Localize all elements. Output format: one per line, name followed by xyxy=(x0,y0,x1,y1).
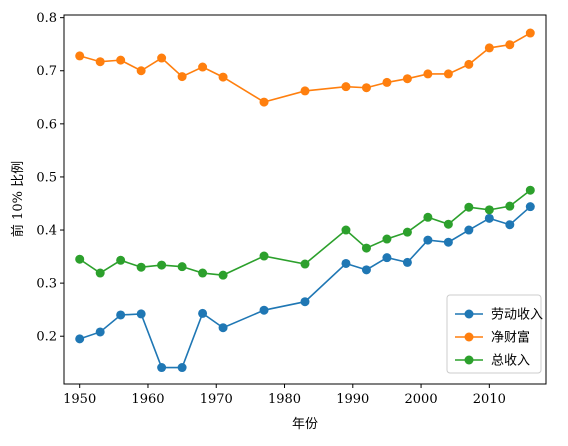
data-point xyxy=(300,297,310,307)
x-axis: 1950 1960 1970 1980 1990 2000 2010 xyxy=(63,384,506,407)
x-tick-label: 2010 xyxy=(473,392,506,407)
data-point xyxy=(218,323,228,333)
y-tick-label: 0.2 xyxy=(36,330,57,345)
x-tick-label: 1980 xyxy=(268,392,301,407)
data-point xyxy=(505,40,515,50)
x-tick-label: 1960 xyxy=(131,392,164,407)
data-point xyxy=(505,220,515,230)
data-point xyxy=(423,235,433,245)
data-point xyxy=(259,251,269,261)
data-point xyxy=(198,268,208,278)
data-point xyxy=(75,51,85,61)
legend-item: 劳动收入 xyxy=(455,307,543,323)
data-point xyxy=(464,225,474,235)
data-point xyxy=(484,205,494,215)
data-point xyxy=(157,260,167,270)
y-tick-label: 0.6 xyxy=(36,117,57,132)
data-point xyxy=(136,262,146,272)
data-point xyxy=(300,86,310,96)
data-point xyxy=(382,77,392,87)
legend-label: 劳动收入 xyxy=(491,307,543,323)
data-point xyxy=(361,265,371,275)
series-layer xyxy=(75,28,535,373)
data-point xyxy=(361,83,371,93)
data-point xyxy=(464,59,474,69)
data-point xyxy=(177,72,187,82)
legend-swatch-marker xyxy=(464,332,474,342)
data-point xyxy=(484,43,494,53)
y-tick-label: 0.5 xyxy=(36,170,57,185)
series-0 xyxy=(75,202,535,373)
data-point xyxy=(382,234,392,244)
data-point xyxy=(95,57,105,67)
legend-item: 净财富 xyxy=(455,330,530,346)
data-point xyxy=(177,363,187,373)
data-point xyxy=(157,53,167,63)
data-point xyxy=(116,255,126,265)
y-axis: 0.2 0.3 0.4 0.5 0.6 0.7 0.8 xyxy=(36,11,64,345)
data-point xyxy=(341,258,351,268)
x-axis-title: 年份 xyxy=(292,417,318,432)
data-point xyxy=(341,82,351,92)
series-2 xyxy=(75,185,535,280)
data-point xyxy=(198,62,208,72)
data-point xyxy=(157,363,167,373)
data-point xyxy=(402,227,412,237)
y-tick-label: 0.4 xyxy=(36,224,57,239)
data-point xyxy=(95,327,105,337)
series-1 xyxy=(75,28,535,107)
data-point xyxy=(525,202,535,212)
data-point xyxy=(402,74,412,84)
data-point xyxy=(443,69,453,79)
legend-label: 总收入 xyxy=(491,354,530,369)
data-point xyxy=(443,237,453,247)
data-point xyxy=(75,254,85,264)
data-point xyxy=(525,28,535,38)
data-point xyxy=(136,309,146,319)
data-point xyxy=(259,305,269,315)
x-tick-label: 1970 xyxy=(200,392,233,407)
data-point xyxy=(505,201,515,211)
legend-swatch-marker xyxy=(464,309,474,319)
legend-label: 净财富 xyxy=(491,330,530,346)
data-point xyxy=(218,270,228,280)
data-point xyxy=(464,202,474,212)
data-point xyxy=(341,225,351,235)
data-point xyxy=(116,55,126,65)
legend-item: 总收入 xyxy=(455,354,530,369)
data-point xyxy=(136,66,146,76)
x-tick-label: 1990 xyxy=(336,392,369,407)
plot-frame xyxy=(63,14,547,385)
data-point xyxy=(443,219,453,229)
data-point xyxy=(95,268,105,278)
data-point xyxy=(177,262,187,272)
y-axis-title: 前 10% 比例 xyxy=(10,161,26,237)
data-point xyxy=(116,310,126,320)
data-point xyxy=(484,213,494,223)
data-point xyxy=(218,72,228,82)
data-point xyxy=(525,185,535,195)
data-point xyxy=(259,97,269,107)
y-tick-label: 0.3 xyxy=(36,277,57,292)
y-tick-label: 0.7 xyxy=(36,64,57,79)
data-point xyxy=(361,243,371,253)
data-point xyxy=(382,253,392,263)
legend-swatch-marker xyxy=(464,355,474,365)
data-point xyxy=(423,69,433,79)
y-tick-label: 0.8 xyxy=(36,11,57,26)
data-point xyxy=(300,259,310,269)
x-tick-label: 1950 xyxy=(63,392,96,407)
x-tick-label: 2000 xyxy=(405,392,438,407)
data-point xyxy=(75,334,85,344)
data-point xyxy=(402,257,412,267)
data-point xyxy=(423,212,433,222)
data-point xyxy=(198,308,208,318)
